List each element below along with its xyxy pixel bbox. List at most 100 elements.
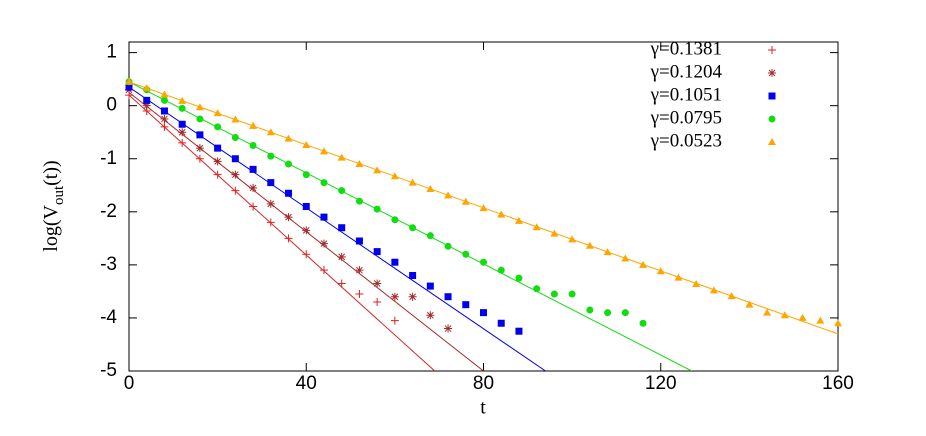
point <box>514 216 523 224</box>
point <box>178 104 186 112</box>
legend-marker <box>768 46 776 54</box>
point <box>497 266 505 274</box>
legend-marker <box>768 92 776 100</box>
y-tick-label: -3 <box>100 254 117 275</box>
point <box>426 311 435 320</box>
point <box>178 128 187 137</box>
point <box>249 165 257 173</box>
point <box>284 213 293 222</box>
point <box>195 144 204 153</box>
point <box>408 292 417 301</box>
x-axis-label: t <box>480 397 486 419</box>
legend-marker <box>768 69 776 77</box>
point <box>462 250 470 258</box>
point <box>249 202 258 211</box>
point <box>834 319 842 327</box>
point <box>249 141 257 149</box>
point <box>497 210 506 218</box>
legend-label: γ=0.0795 <box>650 107 722 128</box>
x-tick-label: 120 <box>645 373 677 394</box>
x-tick-label: 40 <box>296 373 317 394</box>
point <box>674 273 683 281</box>
point <box>603 248 612 256</box>
point <box>497 319 505 327</box>
point <box>285 160 293 168</box>
point <box>214 144 222 152</box>
point <box>391 258 399 266</box>
point <box>266 128 275 136</box>
point <box>444 293 452 301</box>
point <box>214 123 222 131</box>
point <box>125 77 133 85</box>
point <box>373 205 381 213</box>
legend-label: γ=0.0523 <box>650 130 722 151</box>
point <box>408 178 417 186</box>
point <box>479 204 488 212</box>
point <box>656 267 665 275</box>
fit-line <box>129 86 546 371</box>
point <box>195 103 204 111</box>
legend-label: γ=0.1051 <box>650 84 722 105</box>
point <box>444 191 453 199</box>
point <box>320 213 328 221</box>
point <box>568 235 577 243</box>
point <box>142 84 151 92</box>
point <box>709 286 718 294</box>
point <box>302 203 310 210</box>
y-tick-label: -1 <box>100 148 117 169</box>
point <box>213 109 222 117</box>
y-axis-label-part: log(V <box>40 204 62 251</box>
point <box>142 101 151 110</box>
point <box>621 309 629 317</box>
point <box>231 155 239 163</box>
point <box>196 115 204 123</box>
point <box>267 152 275 160</box>
y-axis-label-part: (t)) <box>40 160 62 186</box>
point <box>355 197 363 205</box>
point <box>231 115 240 123</box>
y-axis-label: log(Vout(t)) <box>40 160 68 251</box>
point <box>373 166 382 174</box>
legend-marker <box>768 138 776 145</box>
x-tick-label: 160 <box>822 373 854 394</box>
x-tick-label: 80 <box>473 373 494 394</box>
point <box>249 121 258 129</box>
point <box>373 298 382 307</box>
y-tick-label: -2 <box>100 201 117 222</box>
point <box>639 319 647 327</box>
point <box>160 90 169 98</box>
point <box>692 279 701 287</box>
point <box>125 83 133 91</box>
point <box>160 114 169 123</box>
point <box>319 239 328 248</box>
point <box>639 260 648 268</box>
legend-marker <box>768 115 776 123</box>
point <box>266 218 275 227</box>
point <box>621 254 630 262</box>
point <box>426 184 435 192</box>
point <box>391 216 399 224</box>
y-axis-label-part: out <box>51 185 67 205</box>
point <box>213 170 222 179</box>
point <box>284 234 293 243</box>
point <box>745 300 754 308</box>
point <box>585 241 594 249</box>
point <box>231 134 239 142</box>
point <box>461 197 470 205</box>
point <box>337 279 346 288</box>
point <box>160 107 168 115</box>
point <box>143 96 151 104</box>
legend-label: γ=0.1204 <box>650 61 723 82</box>
point <box>604 309 612 317</box>
point <box>816 316 825 324</box>
point <box>320 179 328 187</box>
point <box>337 153 346 161</box>
point <box>444 242 452 250</box>
y-tick-label: -4 <box>100 307 117 328</box>
point <box>338 187 346 195</box>
point <box>355 290 364 299</box>
point <box>160 96 168 104</box>
point <box>444 324 453 333</box>
point <box>426 282 434 290</box>
